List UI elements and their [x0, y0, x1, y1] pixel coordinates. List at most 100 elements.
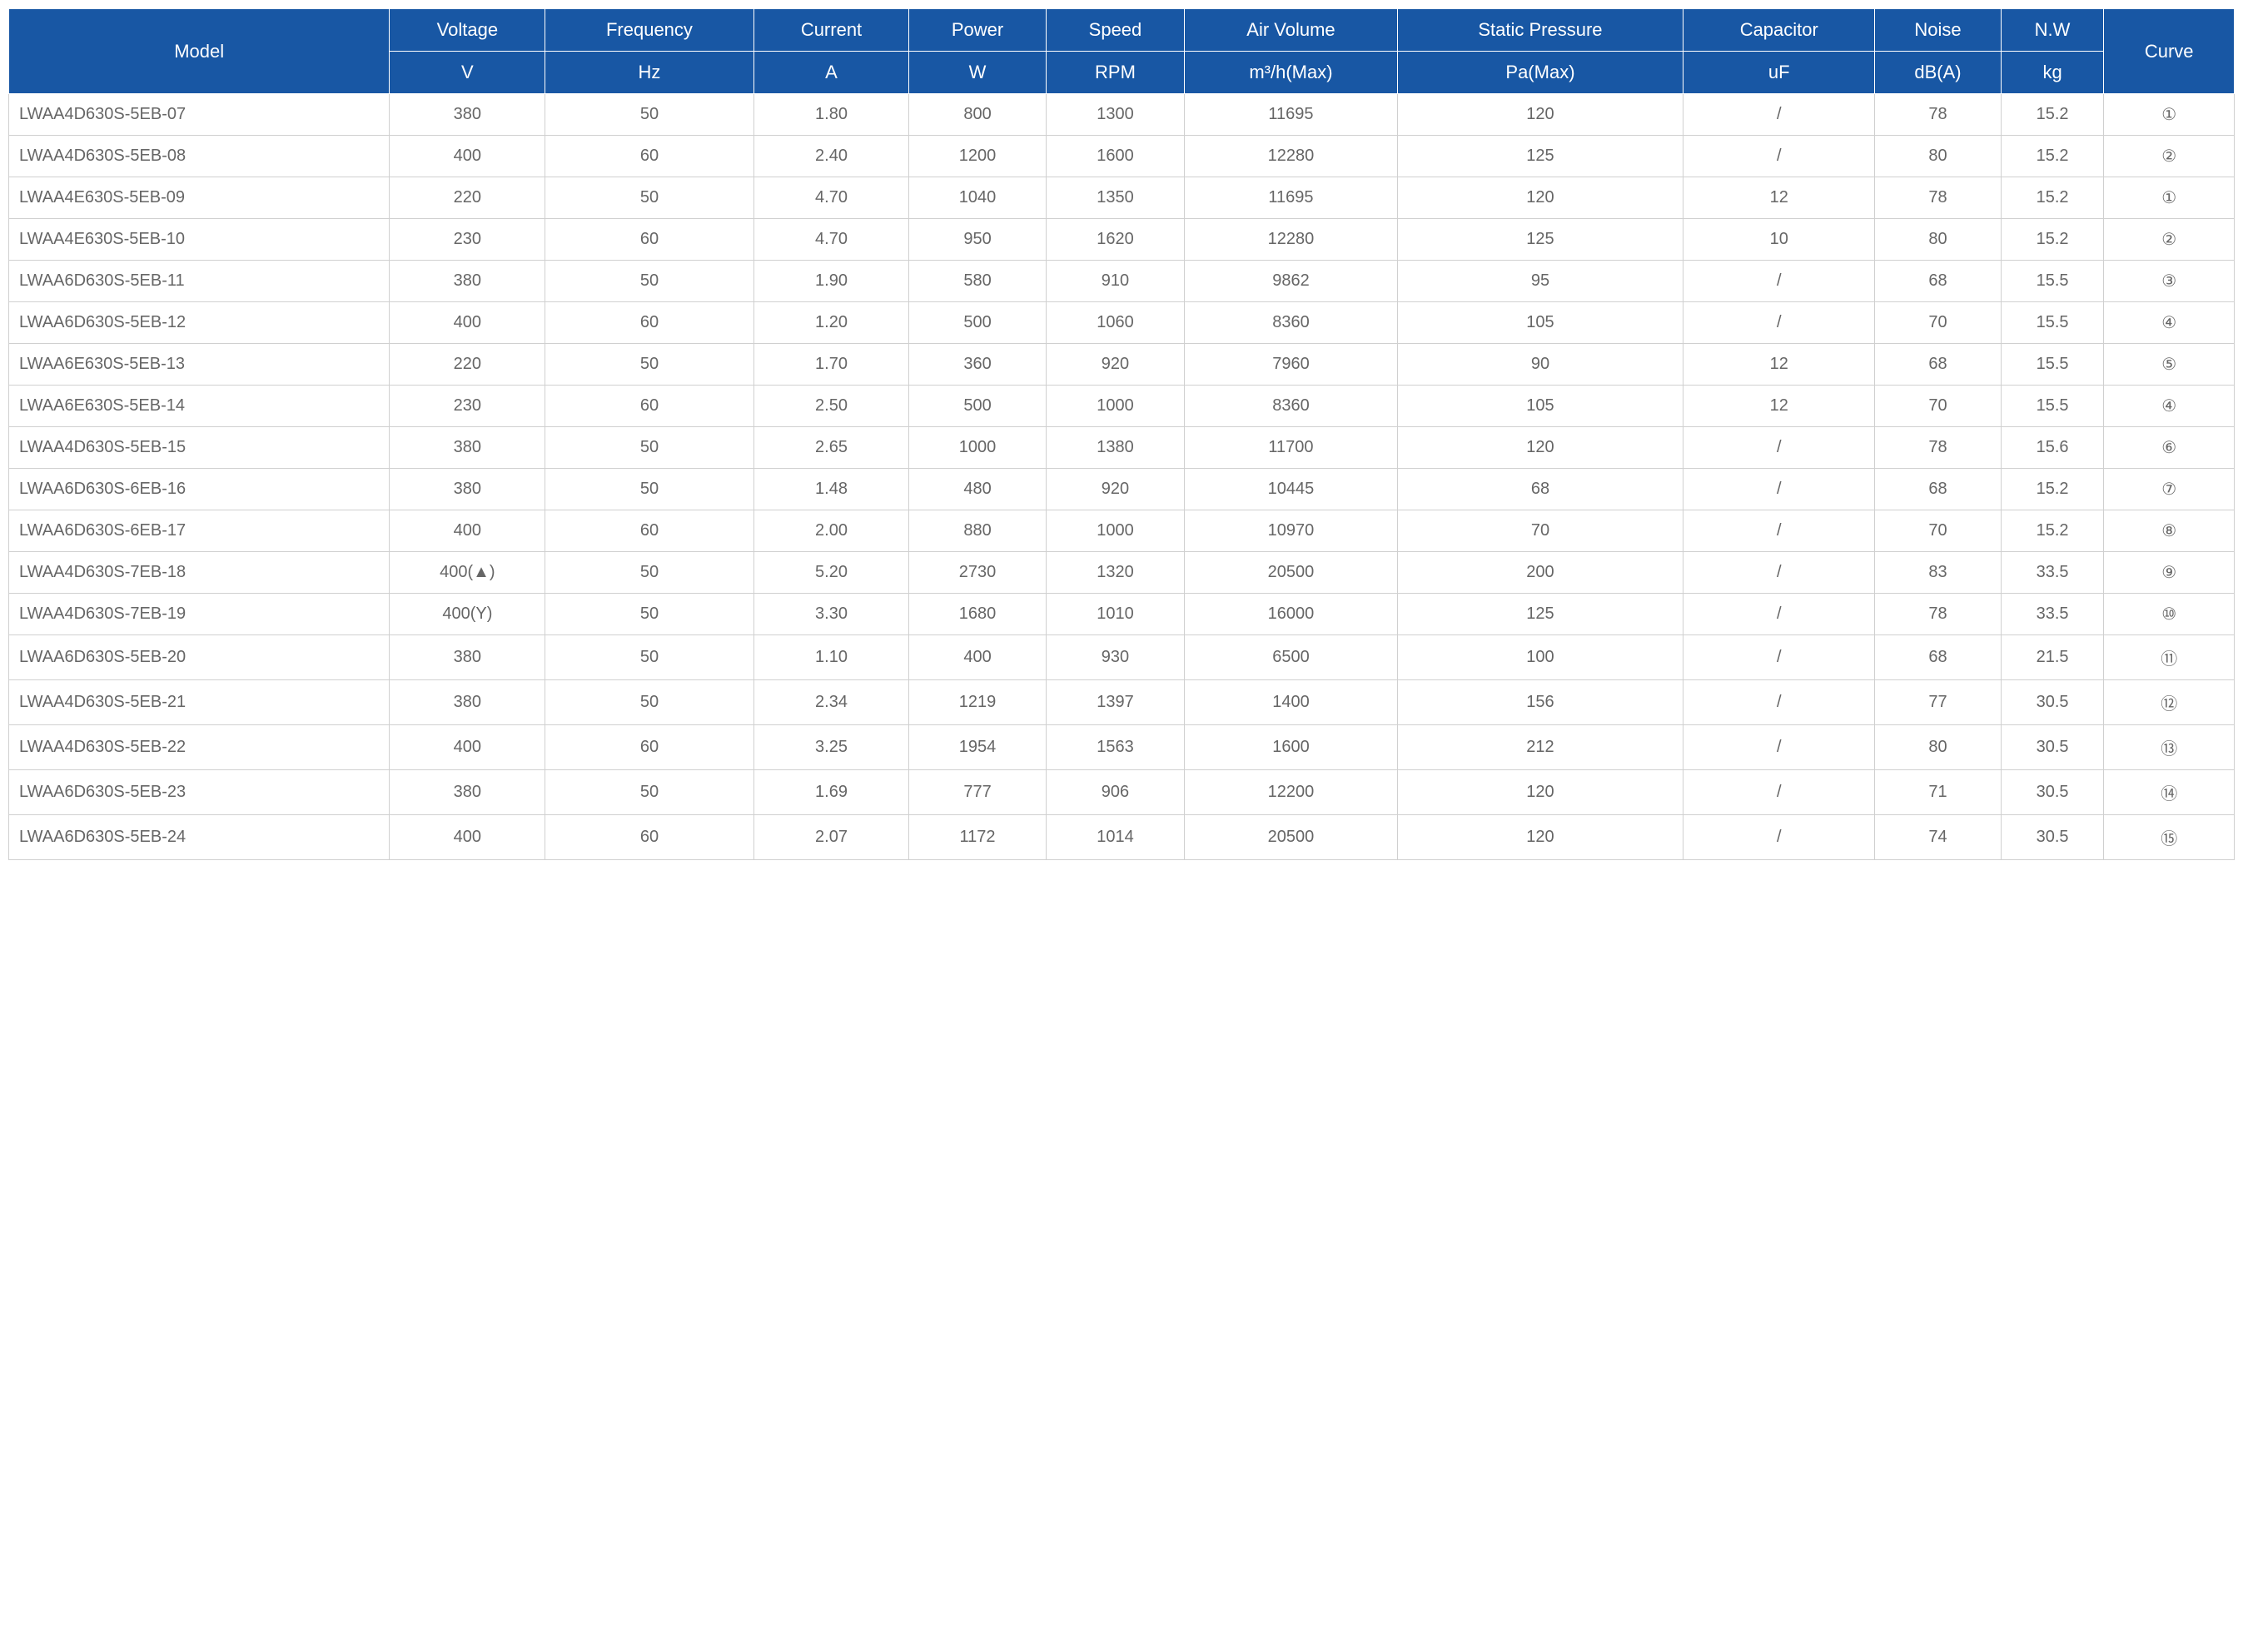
table-cell: 4.70 — [753, 219, 909, 261]
table-cell: LWAA4D630S-7EB-19 — [9, 594, 390, 635]
table-cell: 930 — [1046, 635, 1185, 680]
table-cell: ⑬ — [2104, 725, 2235, 770]
table-cell: ② — [2104, 136, 2235, 177]
unit-nw: kg — [2001, 52, 2104, 94]
table-cell: LWAA6E630S-5EB-13 — [9, 344, 390, 386]
table-cell: LWAA4D630S-5EB-15 — [9, 427, 390, 469]
table-cell: 80 — [1875, 219, 2002, 261]
table-cell: 105 — [1397, 302, 1683, 344]
unit-noise: dB(A) — [1875, 52, 2002, 94]
table-cell: 1300 — [1046, 94, 1185, 136]
table-row: LWAA6E630S-5EB-14230602.5050010008360105… — [9, 386, 2235, 427]
table-cell: 50 — [545, 469, 753, 510]
table-cell: / — [1683, 94, 1875, 136]
table-cell: 1.69 — [753, 770, 909, 815]
table-cell: 11695 — [1185, 94, 1397, 136]
table-cell: ① — [2104, 94, 2235, 136]
table-cell: 230 — [390, 219, 545, 261]
table-cell: 12 — [1683, 344, 1875, 386]
table-cell: 1320 — [1046, 552, 1185, 594]
table-cell: 400 — [390, 510, 545, 552]
table-cell: 500 — [909, 386, 1046, 427]
table-cell: 400 — [390, 725, 545, 770]
col-frequency: Frequency — [545, 9, 753, 52]
table-cell: 15.5 — [2001, 261, 2104, 302]
table-cell: 1620 — [1046, 219, 1185, 261]
table-cell: 20500 — [1185, 815, 1397, 860]
table-cell: 15.2 — [2001, 177, 2104, 219]
table-row: LWAA6D630S-5EB-20380501.104009306500100/… — [9, 635, 2235, 680]
table-cell: LWAA4D630S-5EB-07 — [9, 94, 390, 136]
table-cell: 9862 — [1185, 261, 1397, 302]
table-cell: 1000 — [1046, 386, 1185, 427]
table-cell: 1563 — [1046, 725, 1185, 770]
table-cell: 1680 — [909, 594, 1046, 635]
table-row: LWAA6D630S-6EB-17400602.0088010001097070… — [9, 510, 2235, 552]
table-cell: LWAA6D630S-5EB-12 — [9, 302, 390, 344]
table-cell: 77 — [1875, 680, 2002, 725]
table-cell: 1954 — [909, 725, 1046, 770]
table-cell: 15.6 — [2001, 427, 2104, 469]
table-cell: 2.65 — [753, 427, 909, 469]
table-cell: 74 — [1875, 815, 2002, 860]
table-cell: 6500 — [1185, 635, 1397, 680]
col-curve: Curve — [2104, 9, 2235, 94]
table-cell: 400 — [390, 302, 545, 344]
table-row: LWAA4D630S-5EB-15380502.6510001380117001… — [9, 427, 2235, 469]
table-cell: 5.20 — [753, 552, 909, 594]
table-cell: 120 — [1397, 770, 1683, 815]
table-cell: 3.30 — [753, 594, 909, 635]
table-cell: 15.5 — [2001, 344, 2104, 386]
table-cell: ④ — [2104, 302, 2235, 344]
table-cell: ③ — [2104, 261, 2235, 302]
table-cell: 60 — [545, 219, 753, 261]
table-cell: 16000 — [1185, 594, 1397, 635]
table-cell: 70 — [1875, 386, 2002, 427]
table-cell: / — [1683, 815, 1875, 860]
table-row: LWAA4D630S-5EB-22400603.2519541563160021… — [9, 725, 2235, 770]
table-cell: 1400 — [1185, 680, 1397, 725]
table-cell: 3.25 — [753, 725, 909, 770]
table-cell: 50 — [545, 770, 753, 815]
table-cell: 1040 — [909, 177, 1046, 219]
table-cell: 200 — [1397, 552, 1683, 594]
table-cell: ⑤ — [2104, 344, 2235, 386]
table-row: LWAA4E630S-5EB-09220504.7010401350116951… — [9, 177, 2235, 219]
table-cell: 360 — [909, 344, 1046, 386]
table-cell: LWAA6D630S-5EB-11 — [9, 261, 390, 302]
col-current: Current — [753, 9, 909, 52]
table-cell: 60 — [545, 725, 753, 770]
table-row: LWAA6E630S-5EB-13220501.7036092079609012… — [9, 344, 2235, 386]
table-cell: 2.40 — [753, 136, 909, 177]
table-cell: / — [1683, 635, 1875, 680]
table-cell: 480 — [909, 469, 1046, 510]
unit-capacitor: uF — [1683, 52, 1875, 94]
table-cell: ⑮ — [2104, 815, 2235, 860]
unit-air-volume: m³/h(Max) — [1185, 52, 1397, 94]
table-cell: / — [1683, 302, 1875, 344]
table-cell: 2.07 — [753, 815, 909, 860]
table-cell: 380 — [390, 469, 545, 510]
table-cell: LWAA6D630S-5EB-20 — [9, 635, 390, 680]
table-cell: 1.10 — [753, 635, 909, 680]
table-cell: 380 — [390, 94, 545, 136]
table-cell: 10 — [1683, 219, 1875, 261]
table-cell: ⑭ — [2104, 770, 2235, 815]
table-cell: 10970 — [1185, 510, 1397, 552]
table-cell: 125 — [1397, 594, 1683, 635]
table-cell: 12 — [1683, 177, 1875, 219]
table-cell: 1.48 — [753, 469, 909, 510]
header-row-1: Model Voltage Frequency Current Power Sp… — [9, 9, 2235, 52]
table-cell: 83 — [1875, 552, 2002, 594]
table-cell: 400(Y) — [390, 594, 545, 635]
table-cell: 50 — [545, 680, 753, 725]
table-cell: 71 — [1875, 770, 2002, 815]
table-cell: / — [1683, 427, 1875, 469]
table-cell: 212 — [1397, 725, 1683, 770]
table-cell: 78 — [1875, 94, 2002, 136]
table-cell: LWAA6D630S-5EB-24 — [9, 815, 390, 860]
table-cell: 12 — [1683, 386, 1875, 427]
table-cell: 15.2 — [2001, 510, 2104, 552]
col-power: Power — [909, 9, 1046, 52]
table-cell: 380 — [390, 680, 545, 725]
